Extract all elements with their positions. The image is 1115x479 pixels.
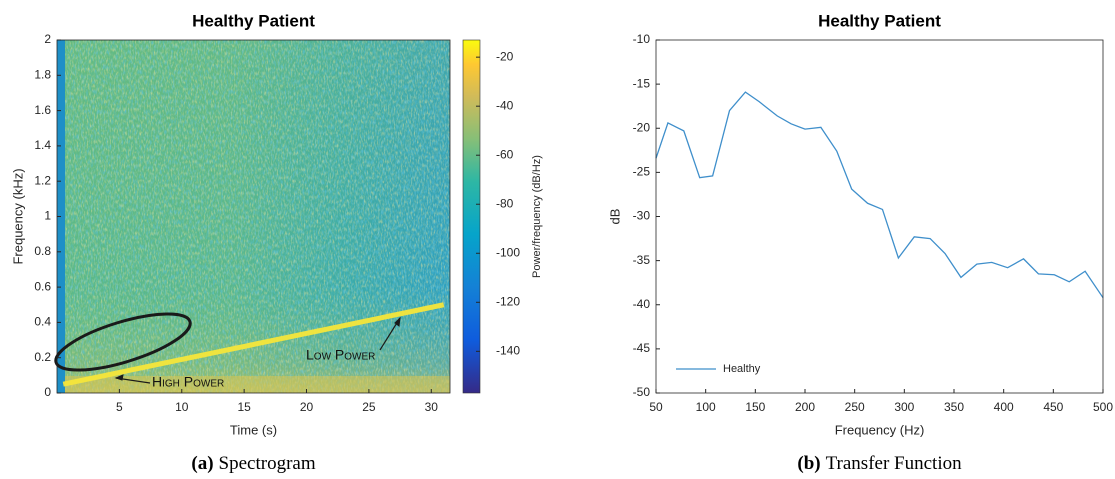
- y-tick-label: 0.2: [34, 350, 51, 364]
- axes-box: [56, 39, 451, 394]
- x-tick-label: 450: [1043, 400, 1063, 414]
- y-tick-label: 1.2: [34, 173, 51, 187]
- y-tick-label: 1.4: [34, 138, 51, 152]
- y-tick-label: -20: [633, 120, 651, 134]
- y-tick-label: -30: [633, 209, 651, 223]
- colorbar-label: Power/frequency (dB/Hz): [531, 155, 543, 278]
- y-tick-label: -15: [633, 76, 651, 90]
- x-tick-label: 100: [696, 400, 716, 414]
- y-tick-label: 0.6: [34, 279, 51, 293]
- y-tick-label: 1: [44, 209, 51, 223]
- colorbar-tick-label: -60: [496, 147, 514, 161]
- y-axis-label: Frequency (kHz): [10, 168, 25, 264]
- chirp-line: [62, 302, 445, 387]
- x-axis-label: Time (s): [230, 422, 277, 437]
- x-tick-label: 250: [845, 400, 865, 414]
- caption-text: Spectrogram: [219, 453, 316, 474]
- x-tick-label: 400: [994, 400, 1014, 414]
- y-tick-label: -25: [633, 165, 651, 179]
- x-tick-label: 350: [944, 400, 964, 414]
- y-tick-label: 1.8: [34, 67, 51, 81]
- colorbar-tick-label: -140: [496, 343, 520, 357]
- y-tick-label: -45: [633, 341, 651, 355]
- chart-title: Healthy Patient: [818, 11, 941, 30]
- y-tick-label: -10: [633, 32, 651, 46]
- x-tick-label: 15: [237, 400, 251, 414]
- y-tick-label: -50: [633, 385, 651, 399]
- caption-text: Transfer Function: [826, 453, 962, 474]
- y-tick-label: 0.4: [34, 315, 51, 329]
- caption: (b) Transfer Function: [797, 453, 962, 474]
- line-series: [655, 91, 1104, 299]
- x-tick-label: 5: [116, 400, 123, 414]
- x-tick-label: 150: [745, 400, 765, 414]
- x-tick-label: 25: [362, 400, 376, 414]
- x-tick-label: 10: [175, 400, 189, 414]
- caption: (a) Spectrogram: [191, 453, 315, 474]
- y-tick-label: -35: [633, 253, 651, 267]
- chart-title: Healthy Patient: [192, 11, 315, 30]
- axes-box: [655, 39, 1104, 394]
- colorbar-tick-label: -80: [496, 196, 514, 210]
- y-axis-label: dB: [607, 209, 622, 225]
- colorbar: [462, 39, 481, 394]
- y-tick-label: 1.6: [34, 103, 51, 117]
- x-tick-label: 30: [425, 400, 439, 414]
- y-tick-label: -40: [633, 297, 651, 311]
- x-tick-label: 50: [649, 400, 663, 414]
- spectrogram-image: [57, 40, 450, 393]
- colorbar-tick-label: -20: [496, 49, 514, 63]
- x-axis-label: Frequency (Hz): [835, 422, 925, 437]
- caption-label: (a): [191, 453, 213, 474]
- annotation: Low Power: [306, 347, 375, 363]
- legend-label: Healthy: [723, 363, 761, 375]
- y-tick-label: 0.8: [34, 244, 51, 258]
- caption-label: (b): [797, 453, 820, 474]
- x-tick-label: 300: [894, 400, 914, 414]
- colorbar-tick-label: -40: [496, 98, 514, 112]
- annotation: High Power: [152, 374, 224, 390]
- x-tick-label: 200: [795, 400, 815, 414]
- y-tick-label: 2: [44, 32, 51, 46]
- y-tick-label: 0: [44, 385, 51, 399]
- x-tick-label: 20: [300, 400, 314, 414]
- annotation-shapes: [54, 312, 401, 384]
- x-tick-label: 500: [1093, 400, 1113, 414]
- colorbar-tick-label: -100: [496, 245, 520, 259]
- colorbar-tick-label: -120: [496, 294, 520, 308]
